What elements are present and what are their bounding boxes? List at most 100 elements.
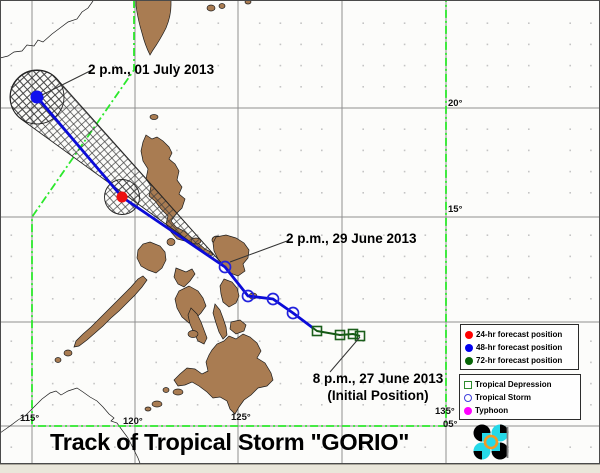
graticule-dot [590,446,592,448]
graticule-dot [10,234,13,236]
par-boundary-line [31,0,447,427]
graticule-dot [217,170,220,173]
graticule-dot [362,22,364,24]
graticule-dot [528,234,530,236]
graticule-dot [486,382,489,385]
graticule-dot [93,255,95,258]
pagasa-logo [473,424,509,460]
graticule-dot [300,128,302,130]
graticule-dot [507,86,509,88]
graticule-dot [383,382,385,385]
graticule-dot [362,298,364,300]
graticule-dot [51,340,54,342]
graticule-dot [10,404,13,406]
graticule-dot [403,382,406,385]
graticule-dot [362,276,364,279]
graticule-dot [10,192,13,194]
tropical-depression-marker [311,325,323,337]
graticule-dot [403,149,406,152]
graticule-dot [528,340,530,342]
graticule-dot [507,276,509,279]
graticule-dot [569,404,571,406]
graticule-dot [176,361,178,364]
graticule-dot [114,276,116,279]
graticule-dot [72,64,75,67]
graticule-dot [507,382,509,385]
graticule-dot [362,382,364,385]
graticule-dot [486,276,489,279]
tropical-depression-marker [354,330,366,342]
graticule-dot [217,446,220,448]
graticule-dot [507,170,509,173]
graticule-dot [72,298,75,300]
graticule-dot [590,404,592,406]
graticule-dot [590,43,592,46]
graticule-dot [279,361,282,364]
graticule-dot [465,149,468,152]
graticule-dot [72,340,75,342]
mindanao-island [173,333,274,415]
graticule-dot [424,382,427,385]
graticule-dot [590,234,592,236]
graticule-dot [590,64,592,67]
graticule-dot [507,361,509,364]
graticule-dot [279,382,282,385]
graticule-dot [10,340,13,342]
graticule-dot [590,149,592,152]
graticule-dot [258,234,261,236]
graticule-dot [217,234,220,236]
graticule-dot [258,128,261,130]
graticule-dot [155,446,157,448]
graticule-dot [590,22,592,24]
graticule-dot [279,404,282,406]
graticule-dot [362,446,364,448]
graticule-dot [403,192,406,194]
graticule-dot [528,128,530,130]
graticule-dot [486,170,489,173]
graticule-dot [383,340,385,342]
graticule-dot [279,340,282,342]
graticule-dot [176,43,178,46]
graticule-dot [155,234,157,236]
24hr-forecast-marker [116,191,128,203]
graticule-dot [51,276,54,279]
graticule-dot [72,22,75,24]
graticule-dot [279,192,282,194]
graticule-dot [114,361,116,364]
graticule-dot [93,446,95,448]
graticule-dot [51,382,54,385]
graticule-dot [217,43,220,46]
graticule-dot [300,86,302,88]
graticule-dot [114,234,116,236]
graticule-dot [424,361,427,364]
graticule-dot [528,276,530,279]
china-coastline [0,0,94,59]
graticule-dot [176,446,178,448]
graticule-dot [10,361,13,364]
graticule-dot [486,86,489,88]
graticule-dot [569,128,571,130]
graticule-dot [72,404,75,406]
graticule-dot [362,404,364,406]
graticule-dot [590,255,592,258]
graticule-dot [72,382,75,385]
borneo-coastline [0,387,141,464]
graticule-dot [258,149,261,152]
graticule-dot [569,64,571,67]
graticule-dot [176,22,178,24]
graticule-dot [465,22,468,24]
graticule-dot [10,86,13,88]
graticule-dot [10,64,13,67]
graticule-dot [569,22,571,24]
graticule-dot [258,192,261,194]
graticule-dot [528,404,530,406]
graticule-dot [279,22,282,24]
graticule-dot [321,276,323,279]
graticule-dot [528,361,530,364]
graticule-dot [486,22,489,24]
graticule-dot [258,86,261,88]
graticule-dot [486,255,489,258]
graticule-dot [383,170,385,173]
graticule-dot [10,276,13,279]
graticule-dot [279,276,282,279]
